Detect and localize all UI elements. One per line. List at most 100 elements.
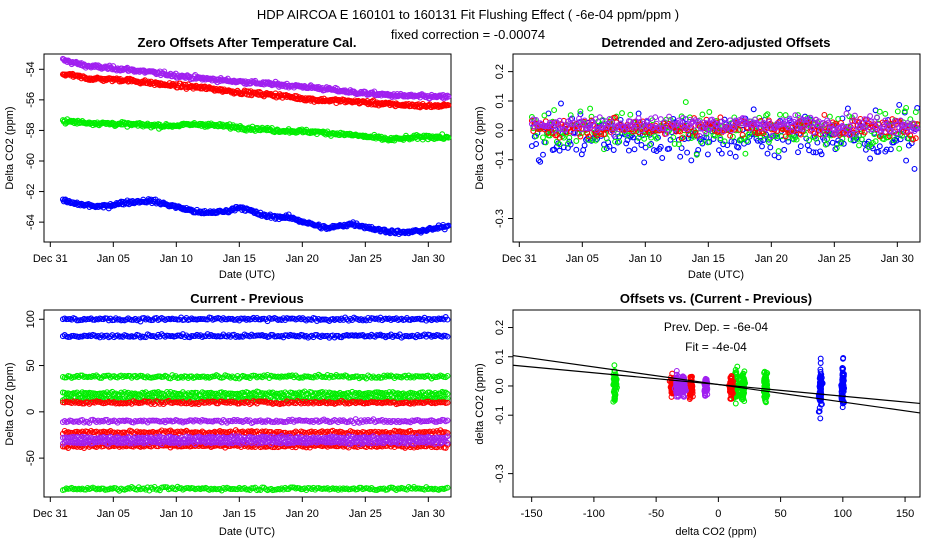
point-purple: [445, 93, 452, 100]
x-tick-label: Jan 30: [881, 253, 914, 265]
point-purple: [806, 123, 813, 130]
point-green: [706, 109, 713, 115]
point-green: [777, 111, 783, 118]
point-red: [851, 118, 858, 125]
point-blue: [634, 138, 641, 145]
point-purple: [847, 132, 854, 138]
figure-title: HDP AIRCOA E 160101 to 160131 Fit Flushi…: [257, 7, 679, 22]
x-tick-label: Jan 30: [412, 253, 445, 265]
point-blue: [887, 146, 894, 153]
panel-detrended: Detrended and Zero-adjusted Offsets Date…: [474, 35, 921, 281]
point-purple: [807, 114, 814, 121]
point-blue: [445, 222, 452, 229]
point-blue: [642, 144, 649, 151]
point-purple: [843, 110, 850, 117]
point-green: [806, 137, 813, 144]
point-purple: [897, 117, 904, 124]
x-tick-label: Jan 05: [566, 253, 599, 265]
point-purple: [591, 122, 598, 129]
point-blue: [750, 106, 757, 113]
point-blue: [876, 143, 883, 150]
point-red: [739, 131, 746, 138]
point-purple: [634, 122, 641, 129]
point-red: [577, 133, 584, 140]
point-red: [693, 132, 700, 139]
y-tick-label: -56: [25, 92, 37, 108]
point-green: [533, 133, 540, 139]
point-blue: [781, 146, 788, 153]
point-green: [912, 109, 919, 116]
point-green: [826, 113, 833, 120]
point-blue: [832, 146, 839, 153]
point-blue: [606, 143, 613, 150]
point-red: [609, 126, 616, 133]
point-purple: [851, 112, 858, 119]
point-blue: [625, 147, 632, 154]
point-purple: [887, 128, 894, 135]
point-purple: [630, 122, 637, 128]
x-axis-label: Date (UTC): [688, 269, 744, 281]
point-green: [619, 110, 625, 117]
point-green: [743, 137, 750, 144]
x-tick-label: Dec 31: [33, 253, 68, 265]
x-axis-label: Date (UTC): [219, 269, 275, 281]
point-blue: [911, 165, 918, 172]
point-red: [713, 119, 720, 126]
point-blue: [810, 149, 817, 156]
point-blue: [333, 332, 340, 339]
point-red: [821, 111, 828, 118]
point-purple: [875, 121, 882, 128]
point-red: [231, 399, 237, 406]
point-green: [578, 130, 585, 137]
point-green: [775, 148, 782, 155]
point-blue: [704, 151, 711, 158]
point-purple: [635, 115, 642, 122]
point-green: [587, 105, 594, 112]
data-points: [528, 99, 921, 172]
point-blue: [84, 316, 91, 323]
point-green: [195, 374, 202, 380]
panel-current-previous: Current - Previous Date (UTC) Delta CO2 …: [4, 291, 452, 538]
point-purple: [573, 124, 580, 131]
point-purple: [799, 116, 806, 123]
point-green: [839, 135, 846, 142]
point-green: [444, 134, 451, 140]
point-purple: [890, 129, 897, 136]
x-tick-label: Dec 31: [33, 508, 68, 520]
point-blue: [795, 149, 801, 156]
point-blue: [767, 144, 774, 151]
point-green: [771, 133, 778, 140]
point-blue: [716, 147, 722, 154]
point-purple: [576, 115, 582, 122]
y-tick-label: 0: [25, 409, 37, 415]
point-green: [778, 133, 785, 140]
point-blue: [685, 135, 692, 142]
point-green: [698, 138, 704, 145]
point-blue: [840, 140, 847, 147]
x-tick-label: Jan 15: [223, 508, 256, 520]
point-purple: [680, 115, 686, 121]
x-tick-label: Jan 15: [692, 253, 725, 265]
plot-frame: [43, 53, 452, 243]
point-blue: [688, 157, 695, 164]
point-green: [585, 136, 592, 143]
y-tick-label: -54: [25, 61, 37, 77]
point-green: [174, 483, 181, 490]
point-red: [585, 133, 592, 140]
point-blue: [77, 333, 84, 340]
point-green: [885, 134, 892, 141]
point-green: [763, 112, 770, 119]
point-green: [540, 134, 546, 141]
point-green: [835, 116, 842, 122]
point-purple: [903, 128, 910, 135]
y-tick-label: 0.1: [494, 93, 506, 108]
point-green: [616, 138, 623, 145]
point-blue: [635, 110, 642, 117]
point-green: [635, 134, 642, 141]
x-tick-label: Jan 30: [412, 508, 445, 520]
point-blue: [720, 141, 727, 148]
point-blue: [817, 148, 824, 155]
x-tick-label: Jan 10: [629, 253, 662, 265]
point-purple: [896, 124, 903, 131]
point-purple: [908, 127, 915, 134]
